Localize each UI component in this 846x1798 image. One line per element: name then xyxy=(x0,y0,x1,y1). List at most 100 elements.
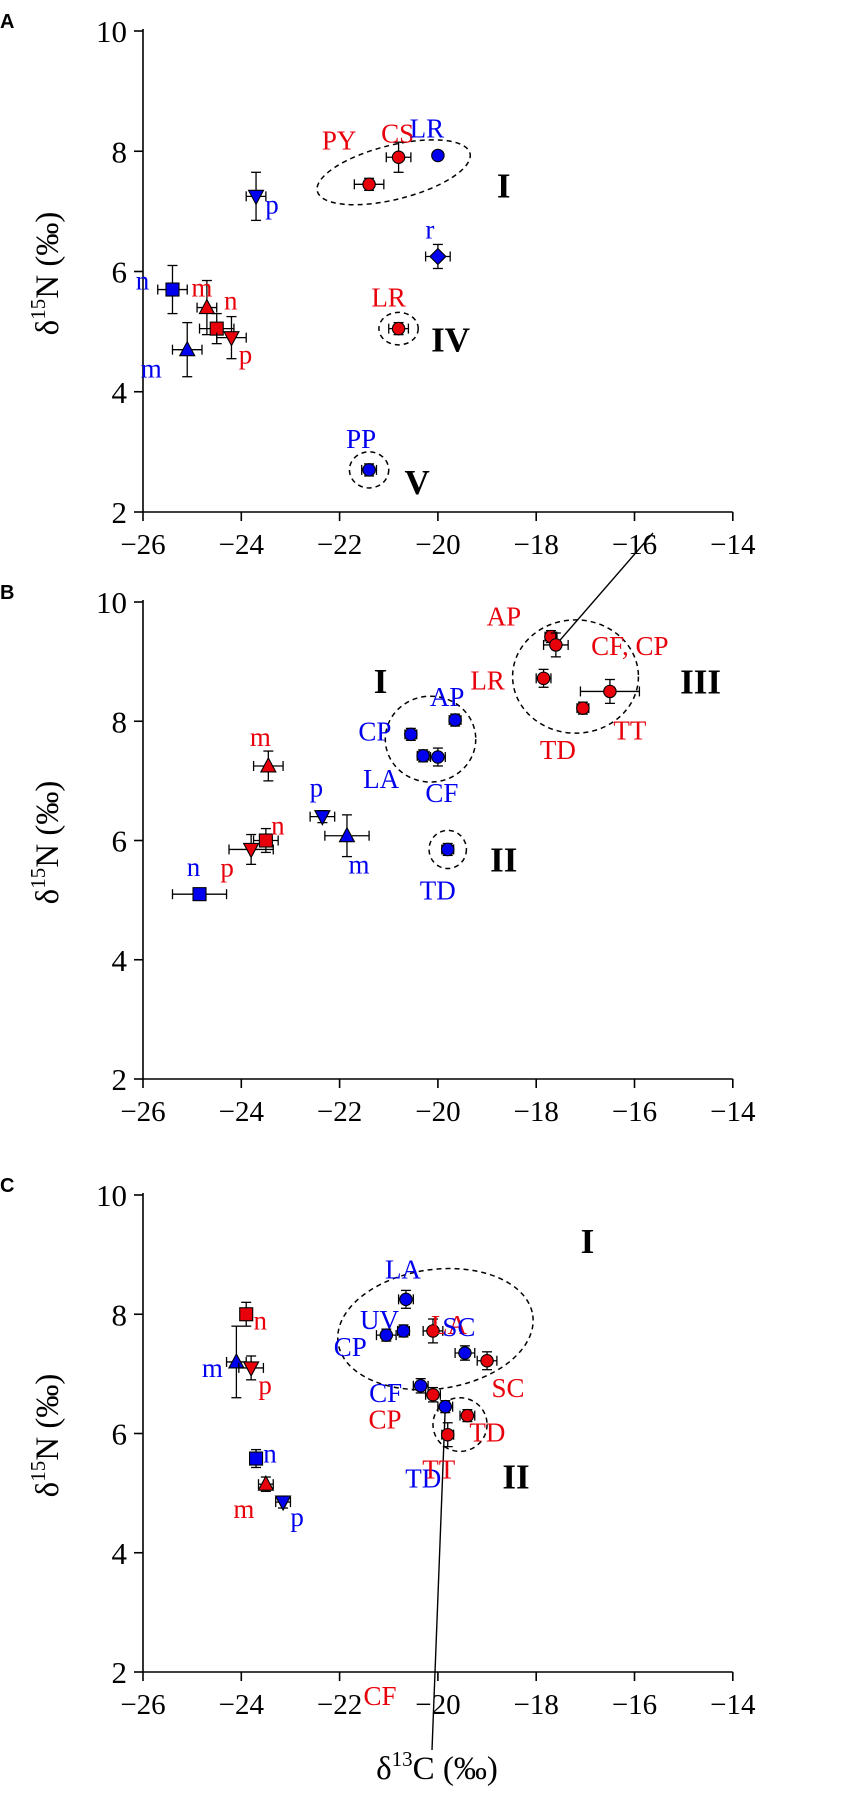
point-label: LR xyxy=(371,283,406,313)
point-label: p xyxy=(239,340,253,370)
square-marker xyxy=(192,887,207,902)
data-point xyxy=(171,887,228,902)
diamond-marker xyxy=(429,247,447,266)
data-point xyxy=(424,1386,442,1403)
y-tick-label: 8 xyxy=(112,1297,128,1332)
square-marker xyxy=(248,1451,264,1466)
triangle-up-marker xyxy=(178,340,196,357)
data-point xyxy=(239,1301,254,1327)
x-tick-label: −16 xyxy=(612,1689,657,1721)
data-point xyxy=(245,171,267,222)
point-label: p xyxy=(290,1502,304,1532)
y-tick-label: 4 xyxy=(112,375,128,410)
point-label: TD xyxy=(405,1464,441,1494)
circle-marker xyxy=(460,1408,475,1423)
group-ellipse xyxy=(336,1267,534,1391)
data-point xyxy=(228,833,274,865)
data-point xyxy=(248,1448,264,1469)
circle-marker xyxy=(379,1328,394,1342)
triangle-up-marker xyxy=(257,1475,275,1491)
data-point xyxy=(274,1495,292,1512)
point-label: PP xyxy=(346,424,376,454)
point-label: CF xyxy=(363,1681,396,1711)
point-label: p xyxy=(258,1370,272,1400)
point-label: n xyxy=(136,266,150,296)
circle-marker xyxy=(458,1346,472,1360)
circle-marker xyxy=(536,671,551,686)
panel-letter: B xyxy=(0,582,14,604)
point-label: LA xyxy=(363,764,399,794)
point-label: m xyxy=(233,1494,254,1524)
square-marker xyxy=(258,833,273,848)
point-label: LR xyxy=(470,665,505,695)
x-tick-label: −22 xyxy=(317,1096,362,1128)
point-label: TT xyxy=(422,1455,455,1485)
data-point xyxy=(397,1289,414,1309)
group-label: I xyxy=(581,1222,595,1261)
point-label: PY xyxy=(322,125,357,155)
point-label: CP xyxy=(368,1405,401,1435)
triangle-down-marker xyxy=(313,810,331,826)
point-label: LA xyxy=(385,1254,421,1284)
x-tick-label: −18 xyxy=(514,1689,559,1721)
triangle-up-marker xyxy=(259,756,277,773)
y-axis-label: δ15N (‰) xyxy=(26,1374,66,1498)
y-tick-label: 10 xyxy=(96,14,127,49)
x-tick-label: −26 xyxy=(120,529,165,561)
x-tick-label: −26 xyxy=(120,1096,165,1128)
point-label: CS xyxy=(381,118,414,148)
group-ellipse xyxy=(378,311,419,346)
y-tick-label: 6 xyxy=(112,255,128,290)
y-tick-label: 10 xyxy=(96,1178,127,1213)
x-tick-label: −22 xyxy=(317,1689,362,1721)
point-label: CF xyxy=(369,1378,402,1408)
circle-marker xyxy=(549,638,563,652)
point-label: CF, CP xyxy=(591,631,668,661)
x-tick-label: −24 xyxy=(219,1096,265,1128)
y-tick-label: 2 xyxy=(112,1062,128,1097)
data-point xyxy=(448,713,462,727)
x-tick-label: −24 xyxy=(219,1689,265,1721)
point-label: r xyxy=(425,214,434,244)
y-tick-label: 4 xyxy=(112,1536,128,1571)
data-point xyxy=(196,279,218,336)
point-label: CF xyxy=(425,778,458,808)
data-point xyxy=(459,1408,476,1423)
x-tick-label: −20 xyxy=(415,1096,460,1128)
data-point xyxy=(396,1324,411,1338)
data-point xyxy=(576,701,590,715)
data-point xyxy=(324,814,370,858)
x-tick-label: −20 xyxy=(415,529,460,561)
panel-letter: A xyxy=(0,11,14,33)
data-point xyxy=(437,1399,454,1414)
data-point xyxy=(353,177,385,192)
data-point xyxy=(412,1377,429,1394)
group-label: I xyxy=(497,166,511,205)
point-label: UV xyxy=(360,1305,399,1335)
group-label: II xyxy=(490,840,517,879)
data-point xyxy=(454,1345,476,1361)
group-label: IV xyxy=(431,321,470,360)
circle-marker xyxy=(362,463,376,477)
group-ellipse xyxy=(432,1396,488,1453)
triangle-down-marker xyxy=(274,1495,292,1512)
point-label: LR xyxy=(410,113,445,143)
data-point xyxy=(157,264,188,315)
group-ellipse xyxy=(428,829,468,870)
point-label: m xyxy=(191,273,212,303)
data-point xyxy=(216,315,247,360)
point-label: m xyxy=(202,1353,223,1383)
group-label: I xyxy=(374,662,388,701)
data-point xyxy=(535,668,552,688)
data-point xyxy=(431,148,445,163)
y-tick-label: 10 xyxy=(96,585,127,620)
x-tick-label: −22 xyxy=(317,529,362,561)
point-label: n xyxy=(263,1439,277,1469)
data-point xyxy=(404,727,418,742)
data-point xyxy=(422,1318,444,1344)
point-label: AP xyxy=(487,602,522,632)
x-tick-label: −14 xyxy=(710,1096,756,1128)
triangle-up-marker xyxy=(198,298,216,315)
x-tick-label: −14 xyxy=(710,1689,756,1721)
